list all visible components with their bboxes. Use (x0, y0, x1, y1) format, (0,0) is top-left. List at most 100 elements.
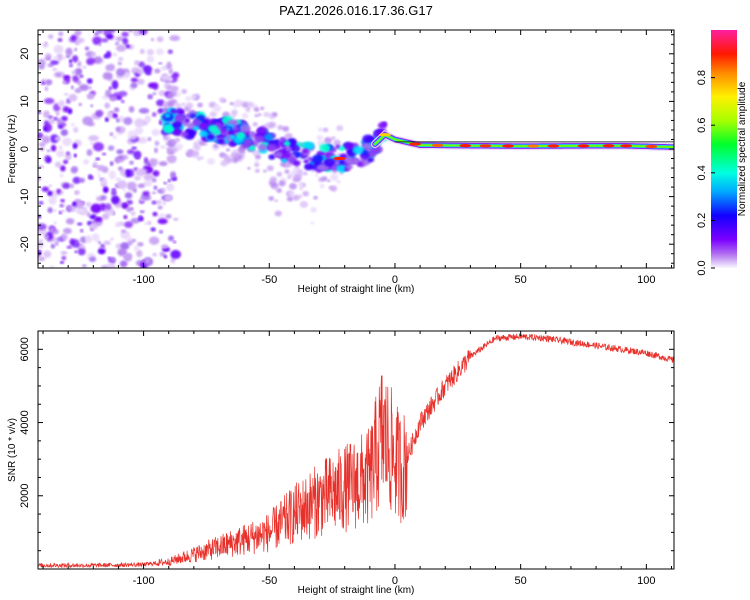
spectrogram-blob (157, 205, 163, 210)
spectrogram-blob (94, 216, 103, 222)
spectrogram-hotspot (547, 144, 560, 148)
spectrogram-blob (70, 123, 76, 127)
spectrogram-blob (126, 199, 133, 205)
spectrogram-blob (90, 104, 94, 108)
spectrogram-blob (38, 201, 44, 205)
spectrogram-blob (57, 38, 63, 42)
spectrogram-blob (130, 82, 138, 89)
spectrogram-blob (85, 201, 92, 208)
spectrogram-blob (247, 166, 251, 170)
spectrogram-blob (43, 97, 55, 105)
spec-xtick-label: 100 (637, 274, 655, 286)
spectrogram-blob (297, 168, 303, 174)
spectrogram-blob (338, 146, 345, 152)
spectrogram-blob (185, 96, 192, 102)
spectrogram-blob (130, 211, 136, 216)
spectrogram-blob (262, 169, 268, 173)
spectrogram-blob (97, 172, 100, 175)
spectrogram-blob (73, 153, 77, 158)
spectrogram-blob (48, 115, 54, 120)
spectrogram-blob (70, 166, 78, 174)
spectrogram-blob (302, 190, 309, 197)
spectrogram-blob (79, 228, 84, 233)
spectrogram-blob (352, 146, 364, 155)
spectrogram-blob (329, 185, 338, 192)
spectrogram-blob (254, 162, 260, 167)
spectrogram-blob (92, 57, 103, 64)
spectrogram-blob (223, 154, 229, 159)
spec-ytick-label: 10 (19, 95, 31, 107)
spectrogram-blob (38, 142, 46, 147)
spectrogram-blob (130, 77, 138, 83)
spectrogram-blob (101, 213, 110, 220)
spectrogram-blob (54, 136, 61, 141)
spectrogram-blob (181, 89, 188, 94)
spectrogram-blob (284, 132, 293, 140)
spectrogram-blob (78, 84, 89, 91)
spectrogram-blob (68, 93, 78, 102)
spectrogram-blob (134, 118, 146, 128)
spectrogram-blob (113, 107, 120, 113)
spectrogram-blob (94, 32, 99, 36)
spectrogram-blob (185, 102, 194, 109)
spectrogram-blob (169, 170, 177, 179)
spectrogram-blob (367, 157, 375, 163)
spectrogram-blob (322, 127, 329, 133)
spectrogram-blob (41, 78, 47, 82)
spectrogram-blob (128, 106, 135, 113)
spectrogram-blob (73, 126, 79, 133)
spectrogram-blob (104, 30, 111, 34)
spectrogram-blob (97, 248, 106, 255)
spectrogram-blob (175, 108, 185, 115)
spectrogram-blob (53, 221, 57, 225)
spectrogram-blob (112, 134, 117, 140)
spectrogram-blob (330, 173, 339, 181)
spectrogram-blob (100, 194, 107, 201)
spectrogram-blob (116, 68, 126, 77)
spectrogram-blob (111, 189, 117, 197)
spectrogram-blob (131, 66, 140, 74)
spectrogram-blob (165, 62, 173, 70)
spectrogram-blob (144, 221, 147, 226)
spectrogram-blob (74, 30, 82, 36)
spectrogram-blob (185, 149, 195, 157)
spectrogram-blob (152, 92, 157, 96)
spectrogram-blob (38, 256, 46, 262)
spectrogram-blob (49, 134, 59, 144)
spectrogram-blob (377, 122, 388, 130)
spectrogram-blob (184, 118, 191, 123)
spectrogram-blob (56, 237, 62, 242)
spectrogram-blob (241, 101, 250, 108)
spectrogram-blob (127, 149, 135, 155)
spectrogram-blob (310, 207, 317, 213)
spectrogram-blob (151, 191, 156, 195)
spectrogram-blob (281, 157, 288, 163)
colorbar-label: Normalized spectral amplitude (737, 81, 748, 216)
spectrogram-blob (137, 136, 148, 144)
spectrogram-blob (52, 209, 57, 212)
colorbar-tick-label: 0.2 (696, 213, 708, 228)
spectrogram-blob (53, 117, 58, 121)
spectrogram-blob (137, 242, 144, 247)
spectrogram-hotspot (577, 144, 590, 148)
spectrogram-blob (148, 236, 160, 245)
spectrogram-blob (166, 93, 173, 100)
spectrogram-blob (89, 222, 98, 230)
spectrogram-blob (107, 63, 115, 72)
spectrogram-blob (46, 156, 52, 164)
spectrogram-blob (66, 245, 73, 249)
spectrogram-blob (169, 85, 178, 93)
spectrogram-blob (79, 236, 88, 244)
spectrogram-blobs (38, 30, 388, 268)
spectrogram-blob (199, 130, 208, 138)
spectrogram-blob (247, 101, 255, 108)
spectrogram-blob (111, 195, 120, 205)
spectrogram-blob (60, 251, 68, 255)
spectrogram-blob (166, 147, 171, 151)
spectrogram-blob (170, 108, 177, 114)
spectrogram-blob (146, 55, 155, 63)
spectrogram-blob (169, 35, 181, 42)
spectrogram-blob (134, 175, 141, 181)
spectrogram-blob (92, 36, 102, 45)
colorbar-gradient (711, 30, 737, 268)
